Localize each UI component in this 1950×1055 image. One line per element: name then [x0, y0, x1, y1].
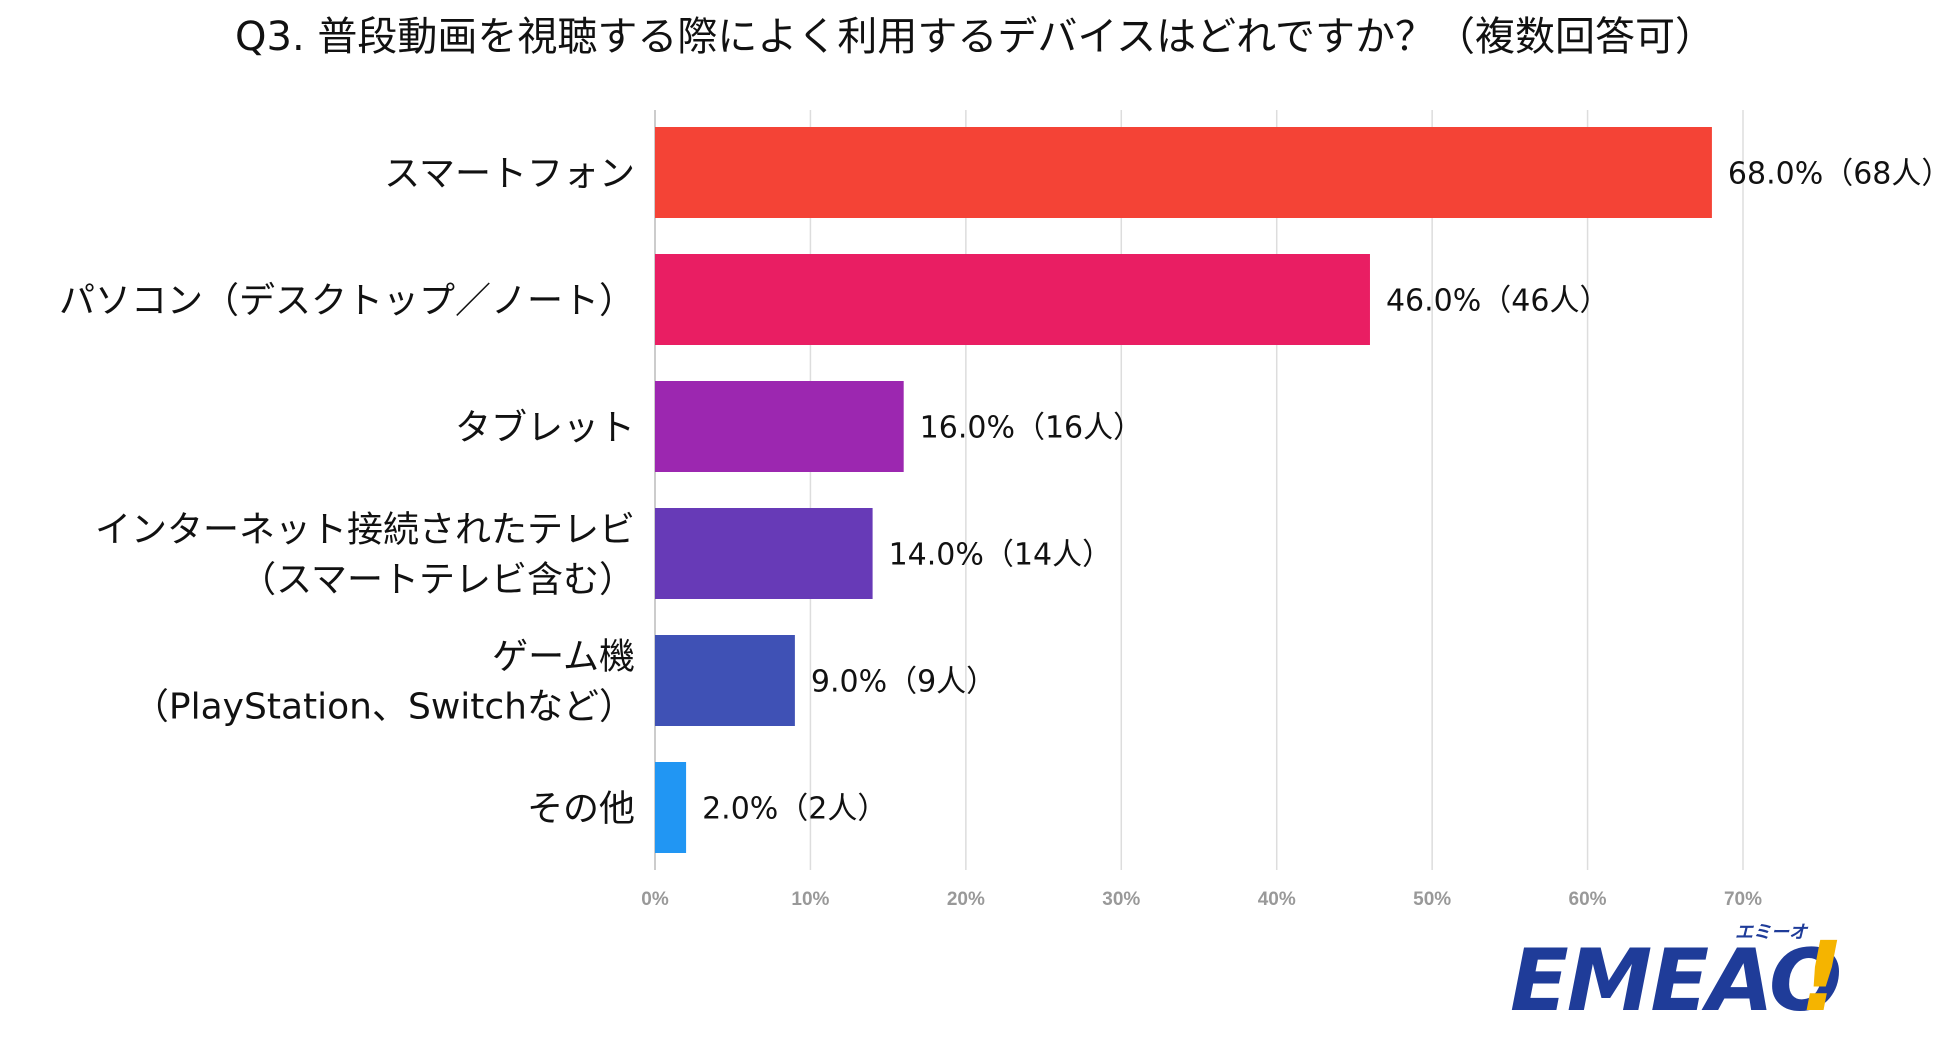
category-label: タブレット [455, 408, 635, 449]
x-tick-label: 30% [1102, 889, 1140, 910]
chart-title: Q3. 普段動画を視聴する際によく利用するデバイスはどれですか？（複数回答可） [235, 14, 1715, 60]
logo-text: EMEAO [1510, 931, 1840, 1031]
logo-kana: エミーオ [1735, 922, 1809, 943]
x-tick-label: 70% [1724, 889, 1762, 910]
data-label: 68.0%（68人） [1728, 157, 1950, 192]
category-label: スマートフォン [384, 154, 635, 195]
category-label: （スマートテレビ含む） [240, 560, 635, 601]
category-label: その他 [527, 789, 635, 830]
data-label: 2.0%（2人） [702, 792, 887, 827]
category-label: インターネット接続されたテレビ [95, 510, 635, 551]
bar [655, 381, 904, 472]
bar [655, 508, 873, 599]
bar [655, 635, 795, 726]
emeao-logo: エミーオ EMEAO ! [1510, 921, 1844, 1033]
bar [655, 127, 1712, 218]
category-label: ゲーム機 [492, 637, 635, 678]
bar [655, 254, 1370, 345]
bars [655, 127, 1712, 853]
data-label: 9.0%（9人） [811, 665, 996, 700]
x-axis-ticks: 0% 10% 20% 30% 40% 50% 60% 70% [641, 889, 1762, 910]
category-label: （PlayStation、Switchなど） [133, 687, 635, 728]
data-label: 16.0%（16人） [920, 411, 1143, 446]
x-tick-label: 60% [1569, 889, 1607, 910]
value-labels: 68.0%（68人） 46.0%（46人） 16.0%（16人） 14.0%（14人）… [702, 157, 1950, 827]
data-label: 14.0%（14人） [889, 538, 1112, 573]
grid-lines [654, 110, 1744, 870]
x-tick-label: 20% [947, 889, 985, 910]
bar [655, 762, 687, 853]
x-tick-label: 50% [1413, 889, 1451, 910]
x-tick-label: 0% [641, 889, 669, 910]
data-label: 46.0%（46人） [1386, 284, 1609, 319]
logo-exclamation: ! [1800, 921, 1844, 1033]
category-label: パソコン（デスクトップ／ノート） [59, 281, 635, 322]
x-tick-label: 10% [791, 889, 829, 910]
x-tick-label: 40% [1258, 889, 1296, 910]
